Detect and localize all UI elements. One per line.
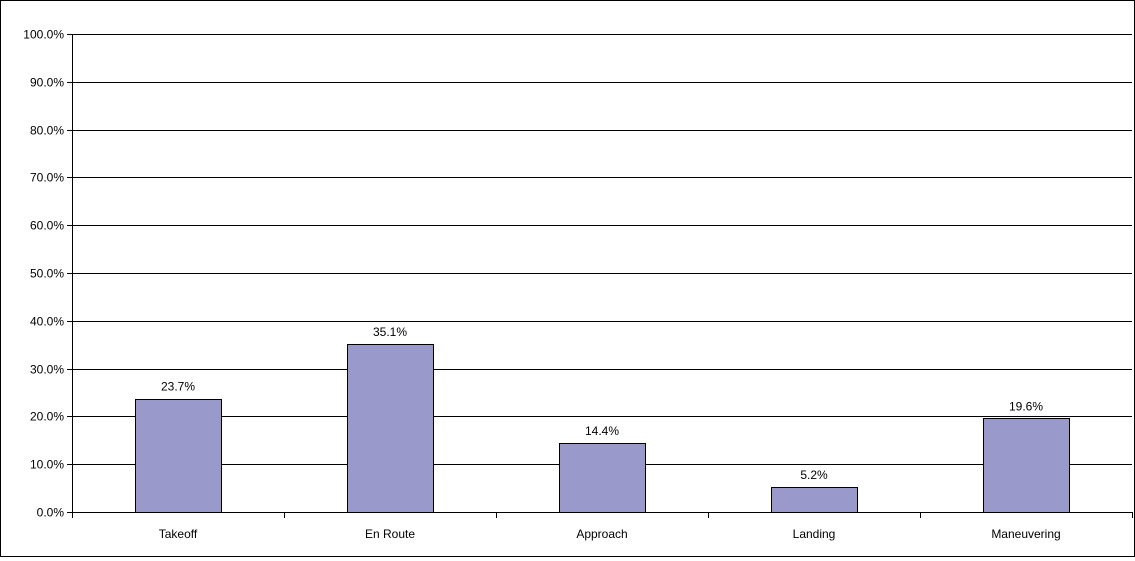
axes [67,34,1133,518]
y-tick-label: 60.0% [30,219,64,233]
data-label: 19.6% [1009,399,1043,413]
data-labels: 23.7% 35.1% 14.4% 5.2% 19.6% [161,325,1043,482]
bar [347,344,434,513]
y-tick-label: 10.0% [30,458,64,472]
data-label: 14.4% [585,424,619,438]
x-tick-labels: Takeoff En Route Approach Landing Maneuverin… [159,527,1061,541]
y-tick-label: 100.0% [23,28,64,42]
bar [771,487,858,513]
y-tick-label: 40.0% [30,315,64,329]
x-tick-label: Approach [576,527,627,541]
y-tick-label: 50.0% [30,267,64,281]
gridlines [72,34,1132,465]
data-label: 23.7% [161,380,195,394]
data-label: 35.1% [373,325,407,339]
x-tick-label: Maneuvering [991,527,1060,541]
bar [559,443,646,513]
x-tick-label: Takeoff [159,527,198,541]
y-tick-label: 30.0% [30,363,64,377]
y-tick-label: 20.0% [30,410,64,424]
x-tick-label: En Route [365,527,415,541]
y-tick-label: 0.0% [37,506,65,520]
y-tick-label: 90.0% [30,76,64,90]
x-tick-label: Landing [793,527,836,541]
y-tick-label: 70.0% [30,171,64,185]
bar [983,418,1070,513]
bar [135,399,222,513]
y-tick-label: 80.0% [30,124,64,138]
y-tick-labels: 0.0% 10.0% 20.0% 30.0% 40.0% 50.0% 60.0% 70.0% 8… [23,28,64,520]
data-label: 5.2% [800,468,828,482]
